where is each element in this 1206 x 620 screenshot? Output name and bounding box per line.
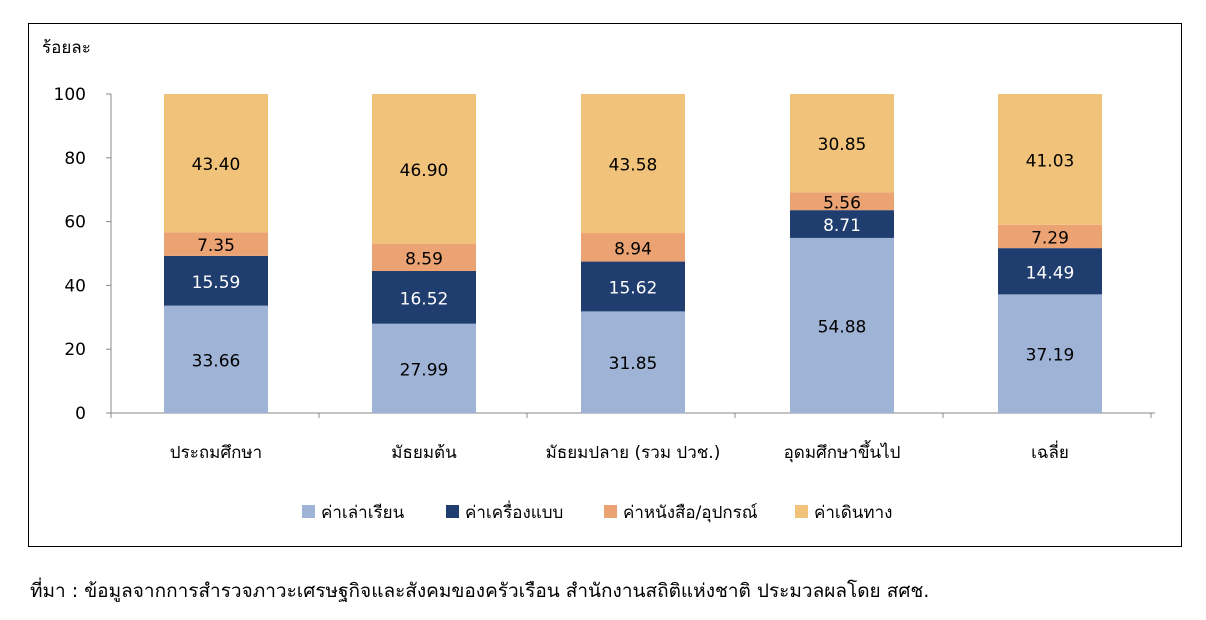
bars [164, 94, 1102, 413]
source-note: ที่มา : ข้อมูลจากการสำรวจภาวะเศรษฐกิจและ… [30, 580, 930, 602]
chart-frame [28, 23, 1182, 547]
y-tick-label: 20 [64, 340, 86, 360]
bar-segment [790, 210, 894, 238]
bar-segment [998, 224, 1102, 249]
bar-segment [164, 255, 268, 306]
data-label: 30.85 [818, 135, 867, 155]
y-tick-label: 40 [64, 276, 86, 296]
bar-segment [581, 94, 685, 234]
stacked-bar-chart: ร้อยละ 0 20 40 60 80 100 ประถมศึกษา มัธยมต้น มัธย… [42, 38, 1155, 523]
x-tick-label: อุดมศึกษาขึ้นไป [784, 440, 901, 463]
data-label: 37.19 [1026, 346, 1075, 366]
bar-segment [372, 243, 476, 272]
y-tick-label: 100 [54, 85, 86, 105]
data-label: 14.49 [1026, 263, 1075, 283]
bar-segment [164, 232, 268, 256]
y-axis-title: ร้อยละ [42, 38, 91, 58]
data-label: 8.94 [614, 239, 652, 259]
data-label: 15.59 [192, 273, 241, 293]
legend-label: ค่าเล่าเรียน [321, 503, 405, 523]
bar-segment [998, 294, 1102, 413]
bar-segment [372, 271, 476, 324]
bar-segment [998, 94, 1102, 225]
legend-label: ค่าเครื่องแบบ [465, 500, 563, 523]
x-tick-label: ประถมศึกษา [170, 443, 262, 463]
bar-segment [164, 305, 268, 413]
legend-swatch [446, 505, 459, 518]
x-tick-label: เฉลี่ย [1031, 440, 1069, 463]
bar-segment [372, 323, 476, 413]
legend-label: ค่าเดินทาง [814, 503, 892, 523]
y-tick-label: 80 [64, 149, 86, 169]
data-label: 16.52 [400, 289, 449, 309]
bar-segment [581, 311, 685, 413]
bar-segment [998, 248, 1102, 295]
data-label: 5.56 [823, 193, 861, 213]
legend-swatch [302, 505, 315, 518]
data-label: 7.35 [197, 236, 235, 256]
bar-segment [790, 237, 894, 413]
data-label: 43.58 [609, 156, 658, 176]
data-label: 8.59 [405, 249, 443, 269]
data-label: 43.40 [192, 155, 241, 175]
bar-segment [790, 94, 894, 193]
data-label: 41.03 [1026, 151, 1075, 171]
bar-segment [372, 94, 476, 244]
data-label: 46.90 [400, 161, 449, 181]
legend: ค่าเล่าเรียน ค่าเครื่องแบบ ค่าหนังสือ/อุปก… [302, 500, 892, 523]
data-labels: 33.66 15.59 7.35 43.40 27.99 16.52 8.59 46.90 31… [192, 135, 1075, 380]
data-label: 7.29 [1031, 229, 1069, 249]
legend-swatch [795, 505, 808, 518]
bar-segment [581, 261, 685, 312]
data-label: 54.88 [818, 317, 867, 337]
data-label: 33.66 [192, 351, 241, 371]
legend-label: ค่าหนังสือ/อุปกรณ์ [623, 503, 758, 523]
x-tick-label: มัธยมต้น [391, 443, 457, 463]
x-tick-label: มัธยมปลาย (รวม ปวช.) [546, 443, 721, 463]
bar-segment [581, 233, 685, 262]
data-label: 15.62 [609, 278, 658, 298]
y-tick-label: 0 [75, 404, 86, 424]
data-label: 27.99 [400, 360, 449, 380]
bar-segment [164, 94, 268, 233]
legend-swatch [604, 505, 617, 518]
data-label: 31.85 [609, 354, 658, 374]
bar-segment [790, 192, 894, 211]
data-label: 8.71 [823, 216, 861, 236]
y-tick-label: 60 [64, 213, 86, 233]
